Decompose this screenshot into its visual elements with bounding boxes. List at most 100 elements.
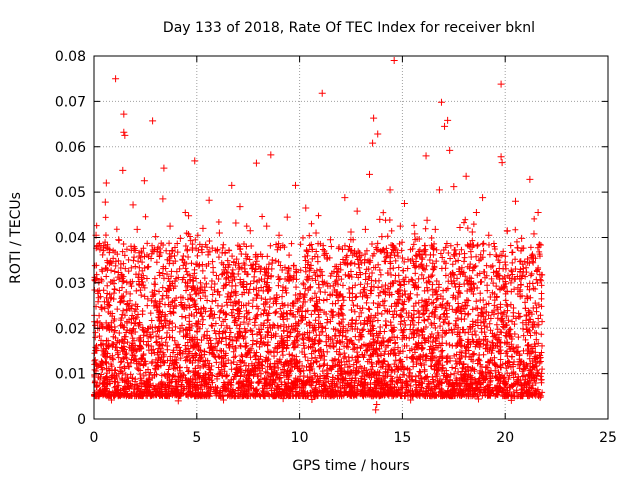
data-point [302,257,309,264]
data-point [445,278,452,285]
data-point [198,392,205,399]
data-point [160,359,167,366]
data-point [309,246,316,253]
data-point [144,240,151,247]
data-point [138,248,145,255]
data-point [365,328,372,335]
data-point [190,274,197,281]
data-point [281,363,288,370]
data-point [369,269,376,276]
data-point [148,255,155,262]
data-point [244,310,251,317]
data-point [236,243,243,250]
data-point [538,370,545,377]
data-point [330,326,337,333]
data-point [264,348,271,355]
data-points [91,57,546,414]
data-point [276,375,283,382]
data-point [254,311,261,318]
data-point [505,317,512,324]
data-point [502,265,509,272]
data-point [147,391,154,398]
data-point [125,268,132,275]
data-point [518,382,525,389]
data-point [352,333,359,340]
data-point [329,312,336,319]
data-point [111,384,118,391]
data-point [477,319,484,326]
data-point [106,342,113,349]
data-point [94,288,101,295]
data-point [192,300,199,307]
data-point [351,247,358,254]
data-point [171,252,178,259]
data-point [96,333,103,340]
data-point [123,279,130,286]
data-point [104,290,111,297]
data-point [121,312,128,319]
data-point [528,270,535,277]
data-point [456,340,463,347]
data-point [430,245,437,252]
data-point [442,330,449,337]
data-point [216,353,223,360]
data-point [489,339,496,346]
data-point [374,317,381,324]
data-point [178,372,185,379]
data-point [301,351,308,358]
data-point [165,386,172,393]
data-point [302,308,309,315]
data-point [155,385,162,392]
data-point [483,301,490,308]
data-point [405,309,412,316]
data-point [220,385,227,392]
data-point [356,264,363,271]
data-point [489,309,496,316]
data-point [275,273,282,280]
data-point [524,388,531,395]
data-point [486,369,493,376]
data-point [464,225,471,232]
data-point [311,302,318,309]
data-point [243,307,250,314]
data-point [497,310,504,317]
data-point [228,289,235,296]
data-point [274,349,281,356]
data-point [288,361,295,368]
data-point [471,328,478,335]
data-point [532,380,539,387]
data-point [158,341,165,348]
data-point [522,336,529,343]
data-point [327,292,334,299]
data-point [175,341,182,348]
data-point [519,393,526,400]
data-point [421,316,428,323]
data-point [302,354,309,361]
data-point [375,277,382,284]
data-point [286,252,293,259]
data-point [344,327,351,334]
data-point [293,269,300,276]
data-point [444,285,451,292]
data-point [401,317,408,324]
data-point [368,359,375,366]
data-point [227,293,234,300]
data-point [533,330,540,337]
data-point [264,275,271,282]
data-point [131,352,138,359]
data-point [526,355,533,362]
data-point [301,294,308,301]
data-point [352,294,359,301]
data-point [461,371,468,378]
data-point [320,379,327,386]
data-point [381,302,388,309]
data-point [449,306,456,313]
data-point [477,256,484,263]
data-point [487,293,494,300]
data-point [413,361,420,368]
data-point [364,347,371,354]
data-point [493,253,500,260]
data-point [243,315,250,322]
data-point [313,358,320,365]
data-point [104,266,111,273]
